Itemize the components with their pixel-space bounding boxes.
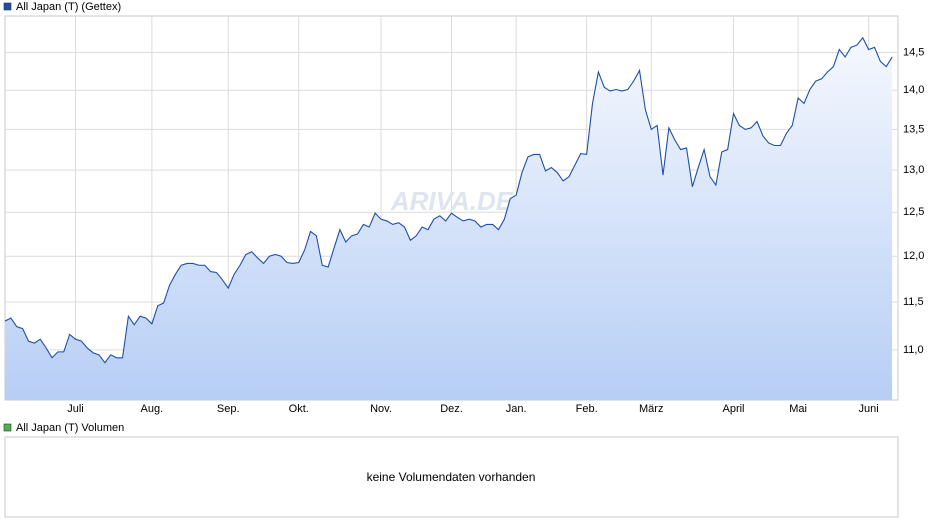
x-tick-label: Jan. [506,403,527,415]
x-tick-label: März [639,403,663,415]
x-tick-label: Sep. [217,403,240,415]
x-tick-label: Mai [789,403,807,415]
x-tick-label: Dez. [440,403,463,415]
y-tick-label: 14,0 [903,84,924,96]
y-tick-label: 12,5 [903,206,924,218]
y-tick-label: 13,5 [903,123,924,135]
watermark: ARIVA.DE [390,186,514,216]
y-tick-label: 11,0 [903,344,924,356]
y-tick-label: 11,5 [903,296,924,308]
x-tick-label: April [722,403,744,415]
x-tick-label: Nov. [370,403,392,415]
x-tick-label: Juli [67,403,84,415]
y-tick-label: 13,0 [903,164,924,176]
line [4,36,893,364]
area [5,37,893,400]
y-tick-label: 12,0 [903,250,924,262]
x-tick-label: Okt. [289,403,309,415]
plot [4,36,893,400]
x-tick-label: Aug. [141,403,164,415]
x-tick-label: Juni [859,403,879,415]
volume-legend-label: All Japan (T) Volumen [16,422,124,434]
volume-frame [4,436,899,518]
x-tick-label: Feb. [576,403,598,415]
legend-swatch [3,423,12,432]
y-tick-label: 14,5 [903,46,924,58]
volume-message: keine Volumendaten vorhanden [367,470,536,484]
legend-label: All Japan (T) (Gettex) [16,1,121,13]
legend-swatch [3,2,12,11]
